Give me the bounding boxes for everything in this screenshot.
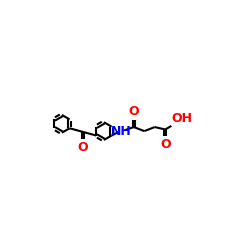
Text: OH: OH [172,112,192,125]
Text: O: O [78,141,88,154]
Text: O: O [128,105,139,118]
Text: O: O [160,138,170,151]
Text: NH: NH [111,124,132,138]
